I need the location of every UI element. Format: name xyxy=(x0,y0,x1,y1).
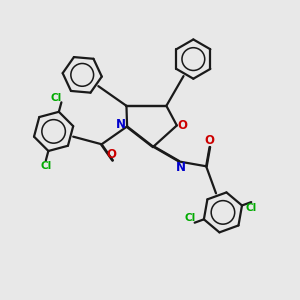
Text: Cl: Cl xyxy=(40,161,51,171)
Text: Cl: Cl xyxy=(184,213,195,223)
Text: O: O xyxy=(177,119,188,132)
Text: O: O xyxy=(106,148,116,161)
Text: O: O xyxy=(205,134,214,147)
Text: N: N xyxy=(116,118,126,131)
Text: N: N xyxy=(176,161,185,174)
Text: Cl: Cl xyxy=(246,203,257,213)
Text: Cl: Cl xyxy=(51,93,62,103)
